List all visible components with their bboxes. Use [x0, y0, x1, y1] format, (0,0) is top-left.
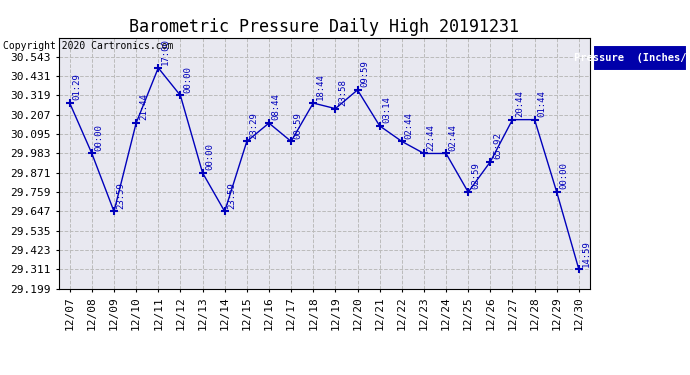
Text: 23:29: 23:29: [250, 112, 259, 139]
Text: 01:44: 01:44: [538, 90, 546, 117]
Text: 01:29: 01:29: [72, 74, 81, 100]
Title: Barometric Pressure Daily High 20191231: Barometric Pressure Daily High 20191231: [129, 18, 520, 36]
Text: 02:44: 02:44: [404, 112, 413, 139]
Text: 00:00: 00:00: [183, 66, 193, 93]
Text: 00:00: 00:00: [206, 143, 215, 170]
Text: 23:58: 23:58: [338, 79, 347, 106]
Text: 09:59: 09:59: [360, 60, 369, 87]
Text: 65:92: 65:92: [493, 132, 502, 159]
Text: Pressure  (Inches/Hg): Pressure (Inches/Hg): [574, 53, 690, 63]
Text: 00:00: 00:00: [560, 162, 569, 189]
Text: 23:59: 23:59: [117, 182, 126, 209]
Text: 20:44: 20:44: [515, 90, 524, 117]
Text: 02:44: 02:44: [448, 124, 458, 151]
Text: 23:59: 23:59: [228, 182, 237, 209]
Text: 02:59: 02:59: [471, 162, 480, 189]
Text: 00:00: 00:00: [95, 124, 103, 151]
Text: 17:00: 17:00: [161, 38, 170, 65]
Text: 21:44: 21:44: [139, 93, 148, 120]
Text: 08:44: 08:44: [272, 93, 281, 120]
Text: 14:59: 14:59: [582, 240, 591, 267]
Text: 22:44: 22:44: [426, 124, 435, 151]
Text: Copyright 2020 Cartronics.com: Copyright 2020 Cartronics.com: [3, 41, 174, 51]
Text: 18:44: 18:44: [316, 74, 325, 100]
Text: 00:59: 00:59: [294, 112, 303, 139]
Text: 03:14: 03:14: [382, 96, 391, 123]
